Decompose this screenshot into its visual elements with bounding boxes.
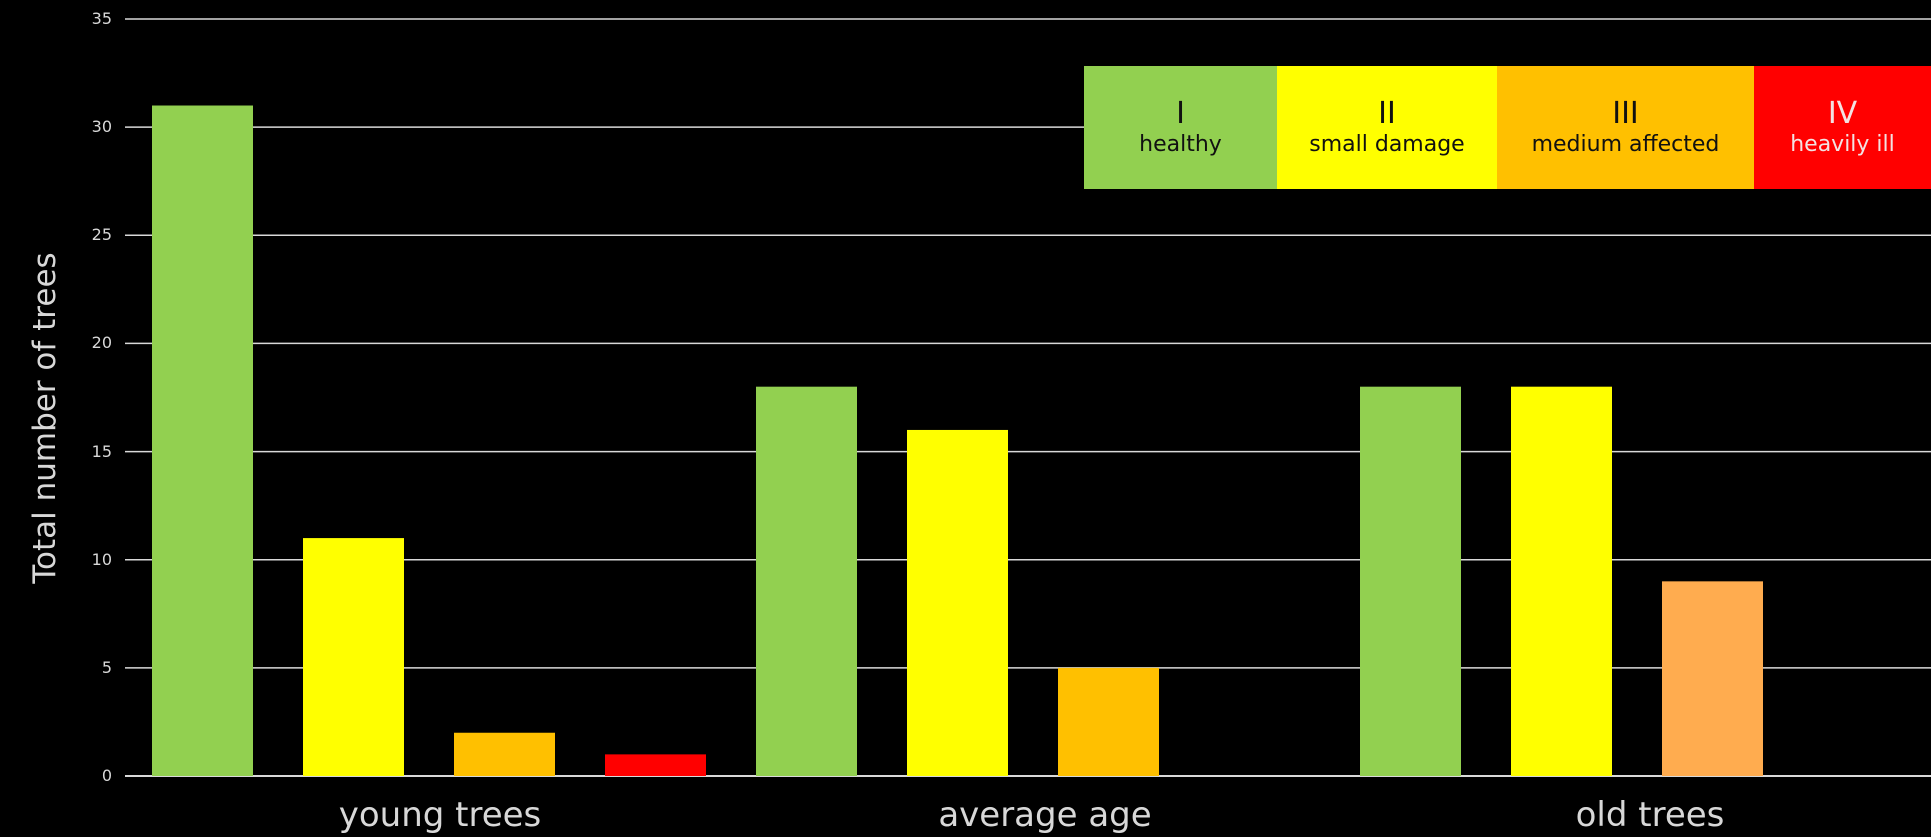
y-tick-label: 10 bbox=[91, 549, 112, 569]
legend-numeral: III bbox=[1612, 95, 1639, 131]
y-tick-label: 5 bbox=[101, 657, 112, 677]
legend-label: small damage bbox=[1309, 131, 1465, 157]
legend-item-healthy: I healthy bbox=[1084, 66, 1277, 189]
y-tick-label: 25 bbox=[91, 225, 112, 245]
bar bbox=[1360, 386, 1461, 776]
y-tick-label: 15 bbox=[91, 441, 112, 461]
x-category-label: average age bbox=[938, 795, 1152, 835]
bar bbox=[756, 386, 857, 776]
bar bbox=[1511, 386, 1612, 776]
legend-numeral: IV bbox=[1827, 95, 1858, 131]
bar bbox=[605, 754, 706, 776]
bar bbox=[907, 429, 1008, 776]
legend-numeral: I bbox=[1176, 95, 1185, 131]
bar bbox=[1662, 581, 1763, 776]
y-tick-label: 20 bbox=[91, 333, 112, 353]
legend-numeral: II bbox=[1378, 95, 1396, 131]
bar bbox=[303, 538, 404, 776]
legend-item-small-damage: II small damage bbox=[1277, 66, 1497, 189]
y-tick-label: 30 bbox=[91, 117, 112, 137]
x-category-label: young trees bbox=[338, 795, 542, 835]
legend-label: heavily ill bbox=[1790, 131, 1895, 157]
legend-label: medium affected bbox=[1531, 131, 1720, 157]
legend: I healthy II small damage III medium aff… bbox=[1084, 66, 1931, 189]
bar bbox=[454, 732, 555, 776]
legend-label: healthy bbox=[1139, 131, 1222, 157]
bar bbox=[152, 105, 253, 776]
bar bbox=[1058, 667, 1159, 776]
y-tick-label: 0 bbox=[101, 766, 112, 785]
legend-item-heavily-ill: IV heavily ill bbox=[1754, 66, 1931, 189]
y-tick-label: 35 bbox=[91, 9, 112, 28]
x-category-label: old trees bbox=[1575, 795, 1725, 835]
y-axis-label: Total number of trees bbox=[27, 252, 63, 584]
legend-item-medium-affected: III medium affected bbox=[1497, 66, 1754, 189]
